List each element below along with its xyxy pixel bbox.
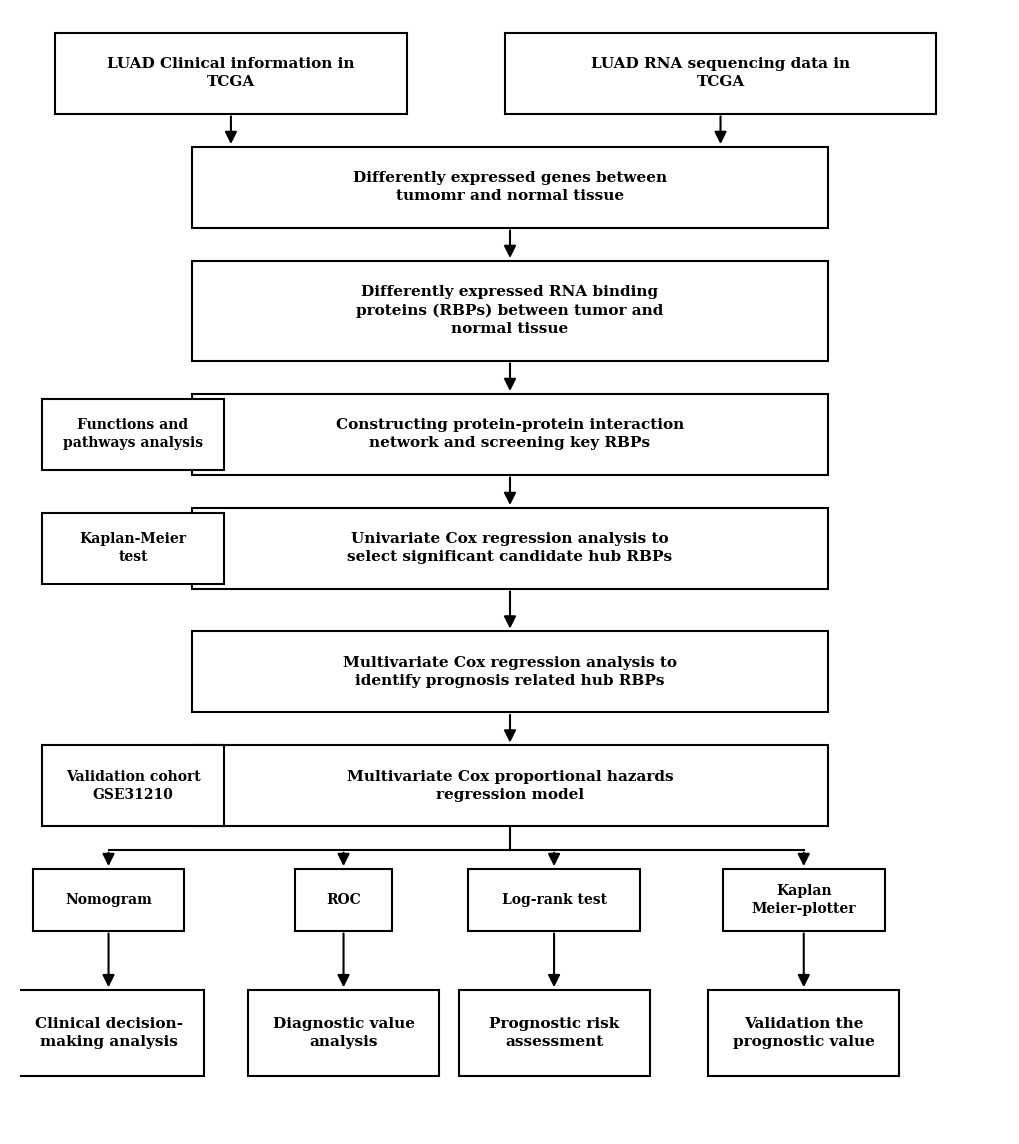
Text: Differently expressed RNA binding
proteins (RBPs) between tumor and
normal tissu: Differently expressed RNA binding protei… bbox=[356, 285, 663, 336]
FancyBboxPatch shape bbox=[192, 508, 827, 589]
Text: Prognostic risk
assessment: Prognostic risk assessment bbox=[488, 1017, 619, 1049]
Text: Differently expressed genes between
tumomr and normal tissue: Differently expressed genes between tumo… bbox=[353, 170, 666, 204]
Text: Kaplan-Meier
test: Kaplan-Meier test bbox=[79, 532, 186, 564]
FancyBboxPatch shape bbox=[459, 990, 649, 1075]
Text: Multivariate Cox proportional hazards
regression model: Multivariate Cox proportional hazards re… bbox=[346, 770, 673, 802]
FancyBboxPatch shape bbox=[192, 261, 827, 360]
FancyBboxPatch shape bbox=[33, 869, 184, 931]
Text: LUAD Clinical information in
TCGA: LUAD Clinical information in TCGA bbox=[107, 57, 355, 89]
Text: Kaplan
Meier-plotter: Kaplan Meier-plotter bbox=[751, 883, 855, 916]
FancyBboxPatch shape bbox=[504, 33, 935, 113]
Text: Functions and
pathways analysis: Functions and pathways analysis bbox=[63, 418, 203, 451]
FancyBboxPatch shape bbox=[707, 990, 899, 1075]
FancyBboxPatch shape bbox=[468, 869, 639, 931]
Text: Validation the
prognostic value: Validation the prognostic value bbox=[732, 1017, 874, 1049]
FancyBboxPatch shape bbox=[192, 631, 827, 712]
Text: Diagnostic value
analysis: Diagnostic value analysis bbox=[272, 1017, 414, 1049]
Text: Clinical decision-
making analysis: Clinical decision- making analysis bbox=[35, 1017, 182, 1049]
Text: ROC: ROC bbox=[326, 892, 361, 907]
FancyBboxPatch shape bbox=[43, 398, 223, 470]
Text: Univariate Cox regression analysis to
select significant candidate hub RBPs: Univariate Cox regression analysis to se… bbox=[347, 532, 672, 564]
FancyBboxPatch shape bbox=[248, 990, 438, 1075]
FancyBboxPatch shape bbox=[294, 869, 392, 931]
FancyBboxPatch shape bbox=[13, 990, 204, 1075]
FancyBboxPatch shape bbox=[55, 33, 407, 113]
FancyBboxPatch shape bbox=[192, 746, 827, 826]
Text: Validation cohort
GSE31210: Validation cohort GSE31210 bbox=[65, 770, 200, 802]
FancyBboxPatch shape bbox=[43, 746, 223, 826]
Text: Nomogram: Nomogram bbox=[65, 892, 152, 907]
FancyBboxPatch shape bbox=[192, 146, 827, 228]
FancyBboxPatch shape bbox=[722, 869, 883, 931]
Text: Constructing protein-protein interaction
network and screening key RBPs: Constructing protein-protein interaction… bbox=[335, 418, 684, 451]
Text: Log-rank test: Log-rank test bbox=[501, 892, 606, 907]
Text: LUAD RNA sequencing data in
TCGA: LUAD RNA sequencing data in TCGA bbox=[590, 57, 849, 89]
FancyBboxPatch shape bbox=[192, 394, 827, 475]
FancyBboxPatch shape bbox=[43, 513, 223, 583]
Text: Multivariate Cox regression analysis to
identify prognosis related hub RBPs: Multivariate Cox regression analysis to … bbox=[342, 656, 677, 688]
